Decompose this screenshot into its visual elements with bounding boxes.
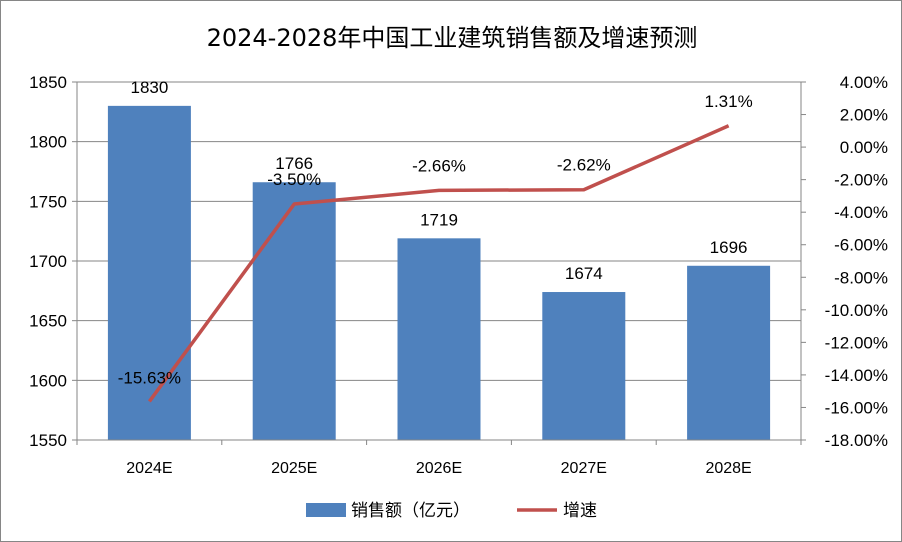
bar-value-label: 1766 bbox=[275, 154, 313, 173]
bar-series bbox=[107, 105, 771, 441]
right-tick-label: -6.00% bbox=[834, 236, 888, 255]
right-tick-label: -12.00% bbox=[825, 333, 888, 352]
growth-value-label: -15.63% bbox=[118, 368, 181, 387]
bar-value-label: 1719 bbox=[420, 210, 458, 229]
line-series bbox=[147, 124, 730, 403]
data-labels: 1830 1766 1719 1674 1696 -15.63% -3.50% -2.66% -… bbox=[118, 78, 753, 388]
x-tick-label: 2026E bbox=[416, 460, 462, 477]
right-tick-label: -2.00% bbox=[834, 171, 888, 190]
bar-value-label: 1696 bbox=[710, 238, 748, 257]
right-tick-label: -16.00% bbox=[825, 398, 888, 417]
right-tick-label: -4.00% bbox=[834, 203, 888, 222]
growth-value-label: -3.50% bbox=[267, 170, 321, 189]
right-tick-label: -8.00% bbox=[834, 268, 888, 287]
x-tick-label: 2028E bbox=[705, 460, 751, 477]
left-tick-label: 1550 bbox=[29, 431, 67, 450]
legend-label-sales: 销售额（亿元） bbox=[351, 501, 470, 521]
growth-value-label: 1.31% bbox=[704, 92, 752, 111]
growth-value-label: -2.62% bbox=[557, 156, 611, 175]
x-tick-label: 2027E bbox=[561, 460, 607, 477]
bar bbox=[107, 105, 191, 440]
left-tick-label: 1700 bbox=[29, 252, 67, 271]
left-tick-label: 1650 bbox=[29, 312, 67, 331]
bar bbox=[687, 265, 771, 440]
right-tick-label: 4.00% bbox=[840, 73, 888, 92]
x-tick-label: 2024E bbox=[126, 460, 172, 477]
bar bbox=[542, 292, 626, 440]
axes: 1550 1600 1650 1700 1750 1800 1850 -18.00% -16.0… bbox=[29, 73, 888, 477]
right-tick-label: -14.00% bbox=[825, 366, 888, 385]
legend-label-growth: 增速 bbox=[563, 501, 597, 521]
left-tick-label: 1850 bbox=[29, 73, 67, 92]
bar-value-label: 1674 bbox=[565, 264, 603, 283]
bar bbox=[252, 182, 336, 441]
legend: 销售额（亿元） 增速 bbox=[306, 501, 597, 521]
x-tick-label: 2025E bbox=[271, 460, 317, 477]
growth-value-label: -2.66% bbox=[412, 156, 466, 175]
right-tick-label: -10.00% bbox=[825, 301, 888, 320]
left-tick-label: 1800 bbox=[29, 133, 67, 152]
legend-swatch-sales bbox=[306, 503, 346, 517]
bar bbox=[397, 238, 481, 440]
bar-value-label: 1830 bbox=[130, 78, 168, 97]
right-tick-label: 2.00% bbox=[840, 106, 888, 125]
right-tick-label: -18.00% bbox=[825, 431, 888, 450]
chart-title: 2024-2028年中国工业建筑销售额及增速预测 bbox=[207, 24, 698, 52]
left-tick-label: 1600 bbox=[29, 371, 67, 390]
right-tick-label: 0.00% bbox=[840, 138, 888, 157]
left-tick-label: 1750 bbox=[29, 192, 67, 211]
